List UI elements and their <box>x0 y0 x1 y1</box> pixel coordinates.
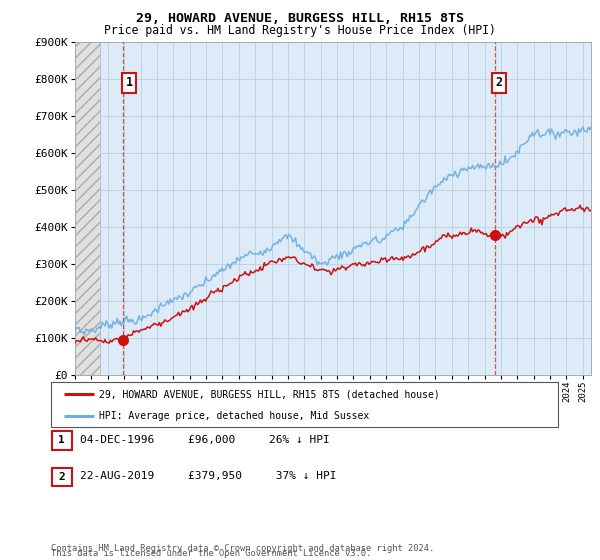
Text: HPI: Average price, detached house, Mid Sussex: HPI: Average price, detached house, Mid … <box>99 410 370 421</box>
Bar <box>75 42 100 375</box>
FancyBboxPatch shape <box>51 382 558 427</box>
Text: Contains HM Land Registry data © Crown copyright and database right 2024.: Contains HM Land Registry data © Crown c… <box>51 544 434 553</box>
FancyBboxPatch shape <box>52 468 71 486</box>
Text: 1: 1 <box>58 436 65 445</box>
Text: 29, HOWARD AVENUE, BURGESS HILL, RH15 8TS (detached house): 29, HOWARD AVENUE, BURGESS HILL, RH15 8T… <box>99 389 440 399</box>
Text: 2: 2 <box>58 472 65 482</box>
Text: This data is licensed under the Open Government Licence v3.0.: This data is licensed under the Open Gov… <box>51 549 371 558</box>
Text: Price paid vs. HM Land Registry's House Price Index (HPI): Price paid vs. HM Land Registry's House … <box>104 24 496 37</box>
Text: 04-DEC-1996     £96,000     26% ↓ HPI: 04-DEC-1996 £96,000 26% ↓ HPI <box>80 435 329 445</box>
FancyBboxPatch shape <box>52 431 71 450</box>
Text: 22-AUG-2019     £379,950     37% ↓ HPI: 22-AUG-2019 £379,950 37% ↓ HPI <box>80 471 337 481</box>
Text: 1: 1 <box>125 76 133 89</box>
Text: 2: 2 <box>496 76 503 89</box>
Text: 29, HOWARD AVENUE, BURGESS HILL, RH15 8TS: 29, HOWARD AVENUE, BURGESS HILL, RH15 8T… <box>136 12 464 25</box>
